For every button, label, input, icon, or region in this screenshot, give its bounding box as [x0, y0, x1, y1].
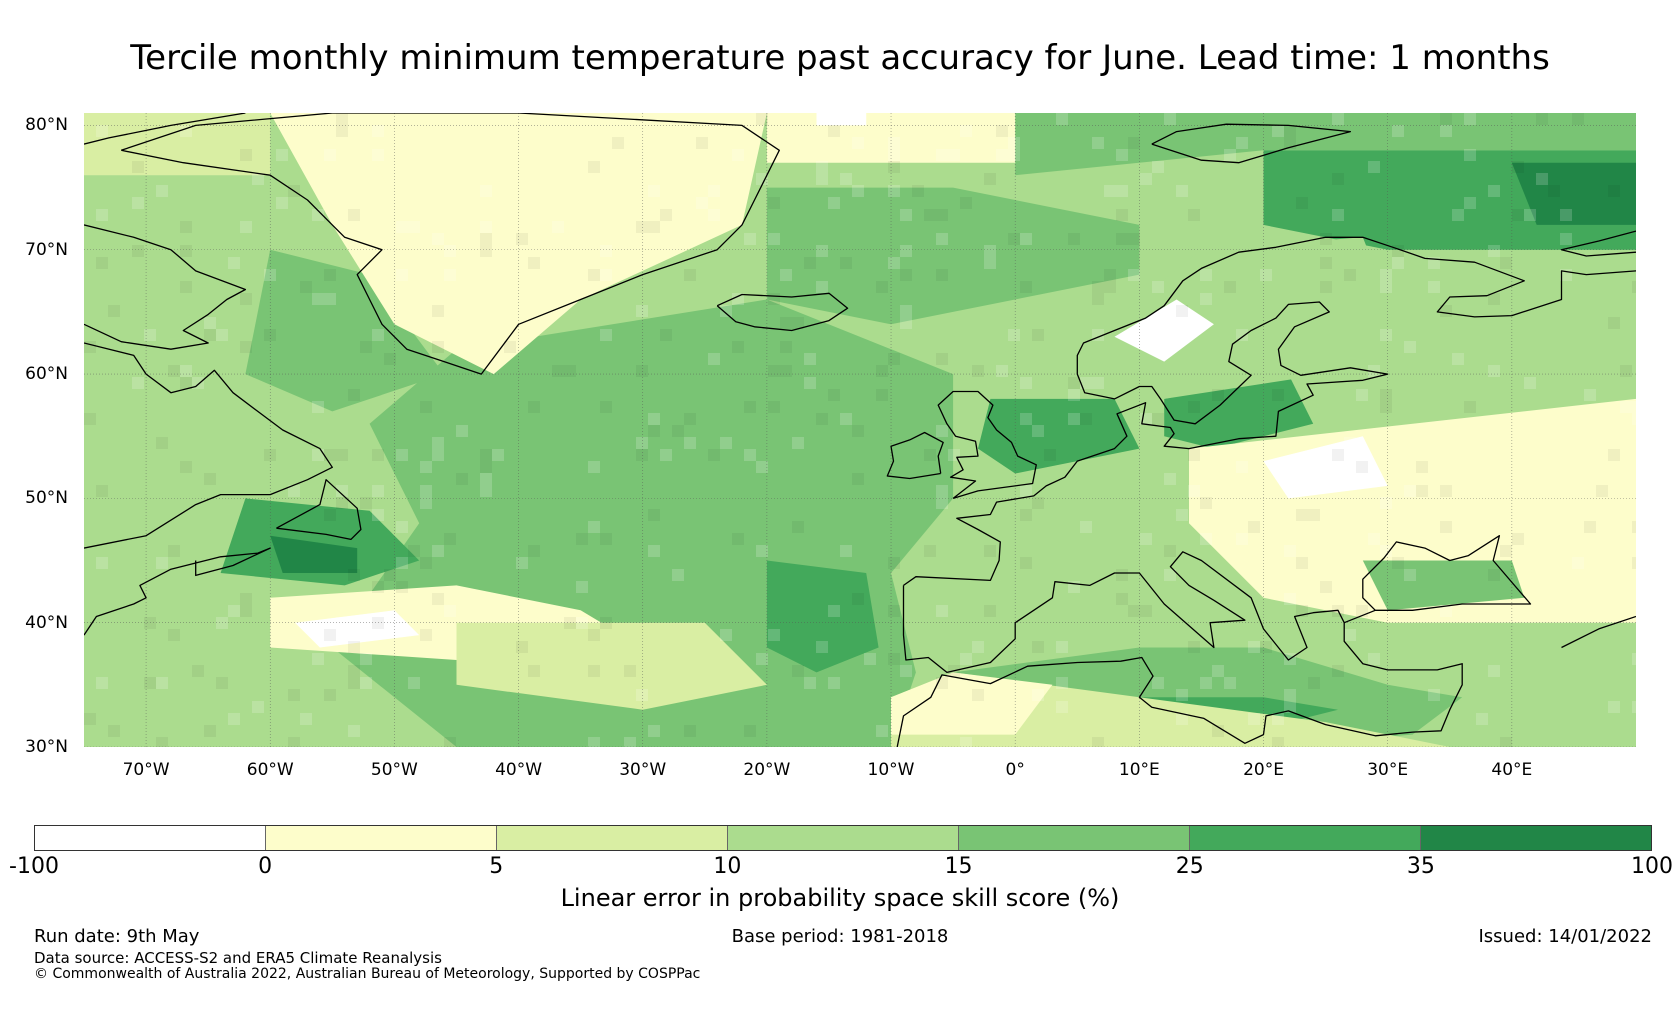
colorbar-tick-label: 100 — [1631, 854, 1673, 879]
lon-tick-label: 70°W — [122, 760, 170, 780]
lon-tick-label: 30°W — [619, 760, 667, 780]
coastline-greenland — [120, 113, 780, 375]
coastline-north-america — [84, 342, 333, 549]
graticule — [84, 113, 1636, 747]
lon-tick-label: 20°W — [743, 760, 791, 780]
lon-tick-label: 20°E — [1243, 760, 1284, 780]
lat-tick-label: 40°N — [25, 612, 68, 633]
map-title: Tercile monthly minimum temperature past… — [130, 38, 1550, 78]
lat-tick-label: 80°N — [25, 115, 68, 136]
lon-tick-label: 10°W — [867, 760, 915, 780]
coastline-baffin — [84, 224, 247, 350]
colorbar-tick-label: 15 — [944, 854, 973, 879]
skill-region-mediterranean — [953, 647, 1463, 747]
skill-region-arctic-white — [816, 113, 867, 126]
coastline-europe-atlantic — [903, 236, 1636, 586]
skill-region-eastern-europe-white — [1263, 436, 1388, 499]
skill-region-arctic-east — [1015, 113, 1636, 176]
colorbar-tick-label: 0 — [258, 854, 273, 879]
colorbar-segment — [1421, 826, 1651, 850]
skill-region-mid-atlantic-light — [456, 622, 767, 710]
skill-region-iberian-offshore — [766, 560, 879, 673]
coastline-europe-west — [902, 535, 1532, 674]
coastline-british-isles — [937, 390, 1037, 500]
issued-date: Issued: 14/01/2022 — [1478, 926, 1652, 947]
colorbar-segment — [728, 826, 959, 850]
coastline-newfoundland — [276, 479, 362, 541]
data-source: Data source: ACCESS-S2 and ERA5 Climate … — [34, 949, 442, 967]
skill-region-norway-white — [1114, 299, 1214, 362]
colorbar-tick-label: 5 — [489, 854, 504, 879]
skill-region-greenland-sea — [766, 187, 1140, 325]
skill-region-labrador-core — [270, 535, 358, 573]
skill-map — [84, 113, 1636, 747]
lon-tick-label: 60°W — [246, 760, 294, 780]
lon-tick-label: 30°E — [1367, 760, 1409, 780]
colorbar-segment — [497, 826, 728, 850]
skill-region-subtropical-white — [295, 610, 420, 648]
colorbar-segment — [1190, 826, 1421, 850]
skill-map-canvas — [84, 113, 1636, 747]
coastline-iceland — [716, 292, 849, 332]
skill-region-black-sea — [1362, 560, 1525, 611]
lon-tick-label: 0° — [1005, 760, 1025, 780]
coastline-ellesmere — [84, 113, 246, 145]
coastline-east-med-coast — [1561, 615, 1636, 649]
lat-tick-label: 60°N — [25, 364, 68, 385]
lon-tick-label: 40°E — [1491, 760, 1533, 780]
colorbar-tick-label: 25 — [1175, 854, 1204, 879]
colorbar-tick-label: 35 — [1406, 854, 1435, 879]
lon-tick-label: 40°W — [495, 760, 543, 780]
colorbar-label: Linear error in probability space skill … — [560, 884, 1120, 912]
skill-region-scandinavia — [1077, 237, 1388, 399]
colorbar-segment — [959, 826, 1190, 850]
lat-tick-label: 30°N — [25, 737, 68, 757]
skill-region-sahara-light — [891, 672, 1053, 735]
run-date: Run date: 9th May — [34, 926, 200, 947]
colorbar-segment — [266, 826, 497, 850]
coastline-nova-scotia — [84, 547, 271, 636]
colorbar-tick-label: 10 — [713, 854, 742, 879]
skill-region-barents-core — [1511, 162, 1636, 225]
skill-region-arctic-light — [84, 113, 271, 176]
skill-region-labrador-sea — [245, 249, 445, 412]
lat-tick-label: 50°N — [25, 488, 68, 509]
coastline-north-africa — [896, 622, 1463, 747]
colorbar-tick-label: -100 — [9, 854, 59, 879]
lat-tick-label: 70°N — [25, 239, 68, 260]
colorbar — [34, 825, 1652, 851]
coastline-novaya-zemlya — [1560, 230, 1636, 257]
coastline-ireland — [886, 431, 944, 480]
lon-tick-label: 50°W — [370, 760, 418, 780]
colorbar-segment — [35, 826, 266, 850]
lon-tick-label: 10°E — [1118, 760, 1160, 780]
skill-region-uk-north-sea — [978, 398, 1140, 474]
skill-region-greenland-interior — [369, 150, 643, 250]
base-period: Base period: 1981-2018 — [731, 926, 949, 947]
coastline-svalbard — [1151, 123, 1352, 164]
copyright-notice: © Commonwealth of Australia 2022, Austra… — [34, 966, 701, 982]
